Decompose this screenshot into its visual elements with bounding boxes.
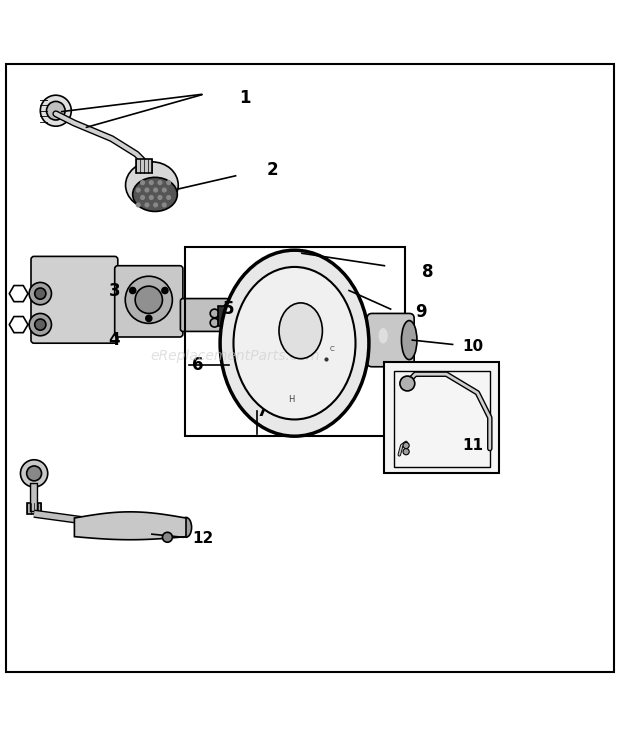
Circle shape	[145, 203, 149, 207]
Circle shape	[149, 181, 153, 185]
Text: 8: 8	[422, 263, 433, 281]
Circle shape	[136, 188, 140, 192]
Text: 4: 4	[108, 331, 120, 349]
Circle shape	[141, 196, 144, 199]
Circle shape	[145, 188, 149, 192]
Circle shape	[149, 196, 153, 199]
Text: H: H	[288, 394, 294, 403]
Circle shape	[158, 196, 162, 199]
Circle shape	[167, 181, 170, 185]
FancyBboxPatch shape	[115, 266, 183, 337]
Circle shape	[46, 102, 65, 120]
Circle shape	[27, 466, 42, 481]
Ellipse shape	[401, 321, 417, 360]
Ellipse shape	[133, 177, 177, 211]
Circle shape	[403, 449, 409, 455]
Bar	[185, 247, 405, 436]
Circle shape	[146, 315, 152, 322]
Text: 6: 6	[192, 356, 204, 374]
Circle shape	[40, 95, 71, 126]
Circle shape	[29, 283, 51, 305]
Bar	[136, 159, 152, 173]
Circle shape	[167, 196, 170, 199]
Circle shape	[154, 188, 157, 192]
Polygon shape	[74, 512, 186, 539]
Bar	[27, 503, 41, 514]
Circle shape	[162, 188, 166, 192]
Text: 10: 10	[462, 339, 483, 354]
Text: 12: 12	[192, 531, 213, 546]
Bar	[218, 306, 234, 326]
Text: 9: 9	[415, 303, 427, 321]
Bar	[394, 371, 490, 467]
Text: 11: 11	[462, 438, 483, 453]
Circle shape	[403, 442, 409, 449]
FancyBboxPatch shape	[31, 256, 118, 343]
Circle shape	[158, 181, 162, 185]
Ellipse shape	[180, 517, 192, 537]
Circle shape	[125, 276, 172, 323]
Circle shape	[29, 314, 51, 336]
Text: 7: 7	[257, 403, 269, 420]
Circle shape	[154, 203, 157, 207]
FancyBboxPatch shape	[180, 299, 229, 331]
Circle shape	[35, 319, 46, 330]
Text: eReplacementParts.com: eReplacementParts.com	[151, 349, 321, 363]
Ellipse shape	[222, 303, 233, 327]
Circle shape	[20, 460, 48, 487]
FancyBboxPatch shape	[367, 314, 414, 367]
Bar	[384, 362, 499, 473]
Circle shape	[130, 287, 136, 294]
Circle shape	[136, 203, 140, 207]
Ellipse shape	[125, 162, 179, 208]
Text: 2: 2	[267, 160, 278, 179]
Text: 1: 1	[239, 89, 250, 107]
Circle shape	[400, 376, 415, 391]
Text: 3: 3	[108, 281, 120, 300]
Circle shape	[162, 532, 172, 542]
Text: 5: 5	[223, 300, 235, 318]
Circle shape	[135, 286, 162, 314]
Circle shape	[210, 309, 219, 318]
Circle shape	[162, 287, 168, 294]
Circle shape	[162, 203, 166, 207]
Ellipse shape	[234, 267, 355, 420]
Ellipse shape	[279, 303, 322, 358]
Ellipse shape	[378, 328, 388, 344]
Circle shape	[141, 181, 144, 185]
Circle shape	[35, 288, 46, 299]
Text: C: C	[329, 347, 334, 353]
Ellipse shape	[220, 250, 369, 436]
Circle shape	[210, 319, 219, 327]
